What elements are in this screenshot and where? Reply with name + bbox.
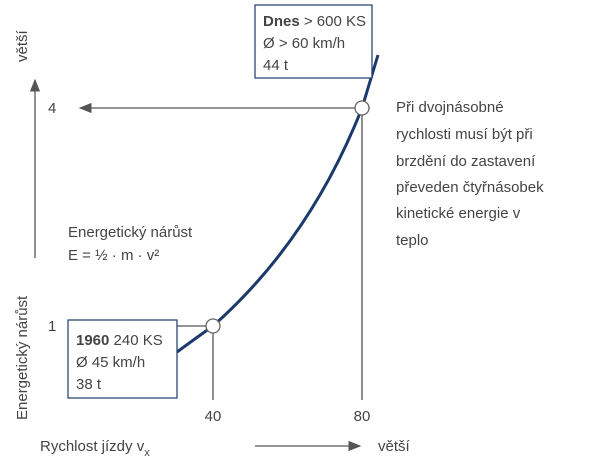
note-line: rychlosti musí být při [396,126,533,143]
point [354,100,370,116]
curve [176,54,380,354]
axes: Energetický nárůst větší Rychlost jízdy … [14,29,411,459]
y-tick: 4 [48,100,56,117]
box-1960: 1960 240 KS Ø 45 km/h 38 t [67,319,178,399]
note-line: kinetické energie v [396,205,521,222]
note-line: Při dvojnásobné [396,99,504,116]
y-axis-label: Energetický nárůst [14,295,31,420]
note-line: převeden čtyřnásobek [396,179,544,196]
box-line: 38 t [76,376,102,393]
point [205,318,221,334]
box-today: Dnes > 600 KS Ø > 60 km/h 44 t [254,4,373,79]
box-line: 1960 240 KS [76,332,163,349]
x-tick: 40 [205,408,222,425]
formula: E = ½ · m · v² [68,247,159,264]
note-line: brzdění do zastavení [396,153,536,170]
box-line: Ø > 60 km/h [263,35,345,52]
note: Při dvojnásobné rychlosti musí být při b… [396,99,544,249]
x-axis-more: větší [378,438,411,455]
x-axis-label: Rychlost jízdy vx [40,438,150,459]
box-line: Dnes > 600 KS [263,13,366,30]
box-line: 44 t [263,57,289,74]
y-tick: 1 [48,318,56,335]
box-line: Ø 45 km/h [76,354,145,371]
formula-title: Energetický nárůst [68,224,193,241]
x-tick: 80 [354,408,371,425]
y-axis-more: větší [14,29,31,62]
note-line: teplo [396,232,429,249]
